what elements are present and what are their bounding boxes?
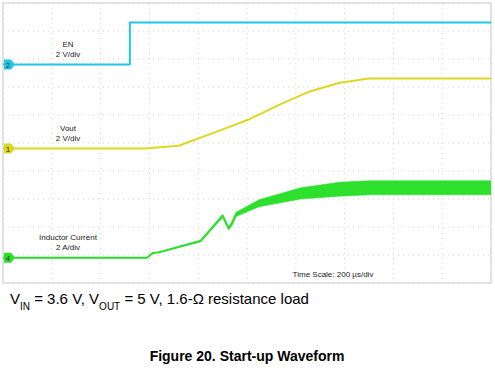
trace [3,188,491,258]
ground-marker [4,60,15,70]
ripple-band [3,181,491,258]
grid-line-x [247,3,248,283]
channel-number: 4 [6,254,11,263]
grid-line-y [3,115,491,116]
title: Figure 20. Start-up Waveform [150,348,345,364]
grid [3,3,491,283]
grid-line-x [149,3,150,283]
channel-scale: 2 V/div [56,134,80,143]
channel-name: EN [62,40,73,49]
caption-part: V [10,290,20,307]
caption-part: = 3.6 V, V [30,290,99,307]
grid-line-y [3,143,491,144]
grid-line-y [3,59,491,60]
caption-part: IN [20,301,30,312]
traces [3,23,491,258]
channel-scale: 2 A/div [56,243,80,252]
grid-line-x [295,3,296,283]
grid-line-x [100,3,101,283]
caption: VIN = 3.6 V, VOUT = 5 V, 1.6-Ω resistanc… [10,290,309,312]
grid-line-y [3,171,491,172]
grid-line-y [3,255,491,256]
grid-line-x [442,3,443,283]
grid-line-y [3,3,491,4]
grid-line-x [344,3,345,283]
ground-marker [4,144,15,154]
grid-line-y [3,227,491,228]
trace [3,23,491,65]
caption-part: OUT [99,301,120,312]
channel-name: Inductor Current [39,233,98,242]
grid-line-y [3,283,491,284]
channel-name: Vout [60,124,77,133]
grid-line-y [3,199,491,200]
ground-marker [4,253,15,263]
channel-number: 1 [6,145,11,154]
channel-number: 2 [6,61,11,70]
channel-scale: 2 V/div [56,50,80,59]
time-scale: Time Scale: 200 µs/div [293,270,374,279]
grid-line-y [3,31,491,32]
scope-frame [3,3,491,283]
caption-part: = 5 V, 1.6-Ω resistance load [120,290,309,307]
grid-line-y [3,87,491,88]
trace [3,79,491,149]
figure: 2EN2 V/div1Vout2 V/div4Inductor Current2… [0,0,495,371]
